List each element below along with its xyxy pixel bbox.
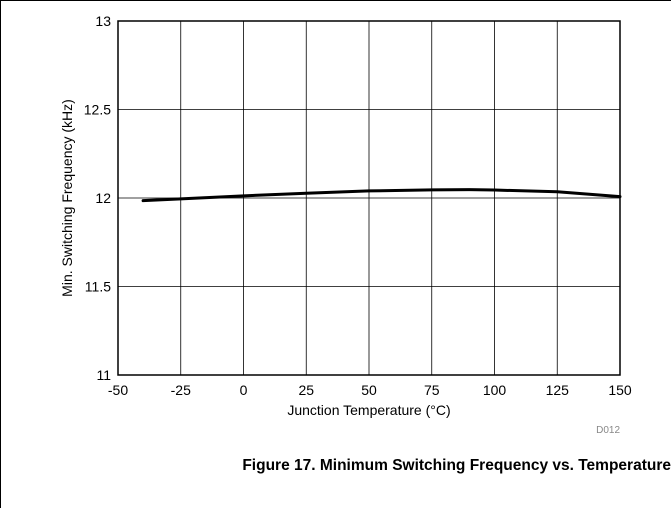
page-frame-top bbox=[0, 0, 671, 1]
x-tick-label: 0 bbox=[240, 382, 248, 398]
x-tick-label: -25 bbox=[171, 382, 191, 398]
figure-caption: Figure 17. Minimum Switching Frequency v… bbox=[242, 457, 671, 474]
y-tick-label: 12 bbox=[95, 190, 111, 206]
x-tick-label: 125 bbox=[546, 382, 570, 398]
x-tick-label: 75 bbox=[424, 382, 440, 398]
series-layer bbox=[141, 188, 622, 203]
y-tick-label: 11.5 bbox=[85, 279, 111, 295]
y-tick-label: 13 bbox=[95, 13, 111, 29]
y-axis: 11 11.5 12 12.5 13 bbox=[84, 13, 111, 383]
series-line bbox=[141, 188, 622, 203]
y-tick-label: 12.5 bbox=[84, 102, 111, 118]
x-tick-label: -50 bbox=[108, 382, 128, 398]
page-frame-left bbox=[0, 0, 1, 508]
y-tick-label: 11 bbox=[96, 367, 111, 383]
x-axis: -50 -25 0 25 50 75 100 125 150 bbox=[108, 382, 632, 398]
x-tick-label: 25 bbox=[298, 382, 314, 398]
figure-code: D012 bbox=[596, 425, 620, 436]
x-axis-label: Junction Temperature (°C) bbox=[287, 402, 450, 418]
y-axis-label: Min. Switching Frequency (kHz) bbox=[59, 99, 75, 297]
x-tick-label: 150 bbox=[608, 382, 632, 398]
x-tick-label: 50 bbox=[361, 382, 377, 398]
x-tick-label: 100 bbox=[483, 382, 507, 398]
